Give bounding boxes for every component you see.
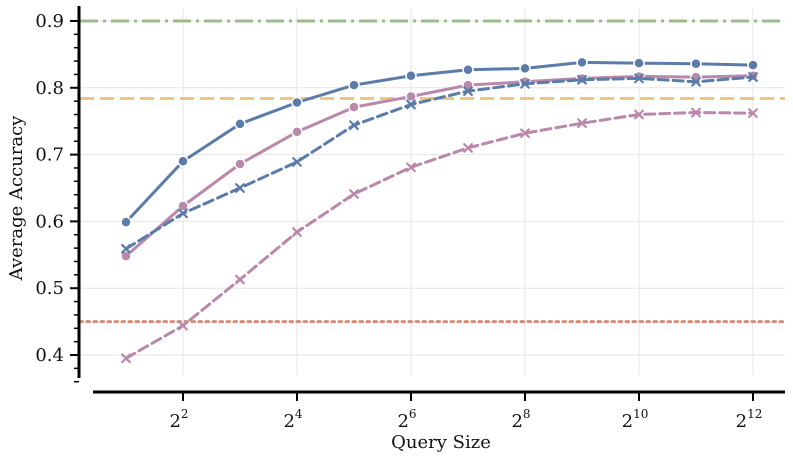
data-point [748,72,758,83]
series-line [124,111,755,360]
series-3 [121,72,758,254]
data-point [577,118,587,129]
y-tick-label: 0.9 [35,11,64,32]
data-point [291,96,303,109]
data-point [633,57,645,69]
data-point [577,74,587,85]
series-4 [121,107,758,364]
data-point [348,101,360,113]
x-tick-label: 22 [169,407,188,432]
x-tick-label: 24 [283,407,302,432]
data-point [291,126,303,138]
data-point [690,58,702,70]
x-tick-label: 28 [511,407,530,432]
data-point [234,158,246,170]
data-point [349,120,359,131]
y-tick-label: 0.6 [35,211,64,232]
data-point [748,108,758,119]
x-tick-label: 210 [622,407,649,432]
data-point [235,274,245,285]
data-point [406,162,416,173]
series-1 [120,56,759,228]
y-tick-label: 0.7 [35,145,64,166]
data-point [348,79,360,91]
data-point [405,70,417,82]
data-point [120,216,132,228]
y-axis-label: Average Accuracy [6,115,27,281]
data-point [634,73,644,84]
data-point [747,59,759,71]
series-layer [120,56,759,364]
data-point [235,183,245,193]
data-point [177,155,189,168]
data-point [634,109,644,120]
data-point [405,90,417,103]
reference-lines [78,19,787,324]
x-axis-label: Query Size [391,432,491,453]
series-line [124,74,755,258]
data-point [463,143,473,153]
data-point [120,250,132,262]
data-point [520,78,530,89]
data-point [576,56,588,69]
data-point [178,320,188,331]
data-point [292,227,302,237]
data-point [349,189,359,199]
series-line [124,75,755,251]
y-tick-label: 0.8 [35,78,64,99]
data-point [234,118,246,130]
data-point [463,86,473,97]
data-point [406,99,416,110]
data-point [691,76,701,87]
y-tick-label: 0.4 [35,345,64,366]
x-tick-label: 26 [397,407,416,432]
y-tick-label: 0.5 [35,278,64,299]
axes: 0.4 0.5 0.6 0.7 0.8 0.9 22 24 26 28 210 212 [35,6,785,432]
data-point [691,107,701,118]
data-point [121,243,131,254]
data-point [462,64,474,76]
data-point [178,208,188,219]
data-point [177,200,189,212]
data-point [520,128,530,139]
data-point [292,157,302,167]
series-line [124,60,755,224]
data-point [121,353,131,364]
data-point [519,62,531,75]
x-tick-label: 212 [736,407,763,432]
